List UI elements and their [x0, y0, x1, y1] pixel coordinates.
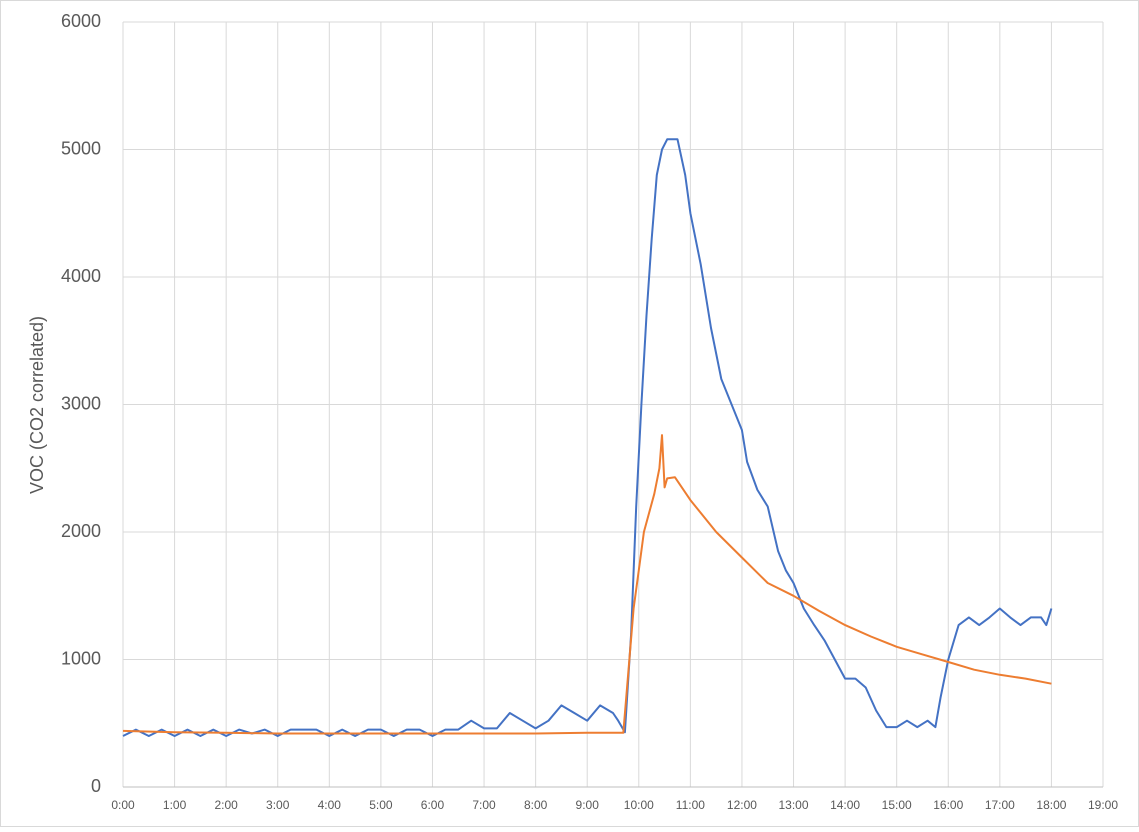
- x-tick-label: 19:00: [1088, 798, 1118, 812]
- y-tick-label: 2000: [61, 521, 101, 541]
- data-line: [122, 138, 1053, 737]
- data-line: [122, 434, 1052, 735]
- y-tick-label: 0: [91, 776, 101, 796]
- x-tick-label: 0:00: [111, 798, 135, 812]
- x-tick-label: 5:00: [369, 798, 393, 812]
- x-tick-label: 6:00: [421, 798, 445, 812]
- x-tick-label: 1:00: [163, 798, 187, 812]
- x-tick-label: 4:00: [318, 798, 342, 812]
- x-tick-label: 17:00: [985, 798, 1015, 812]
- x-tick-label: 11:00: [676, 798, 705, 812]
- x-tick-label: 12:00: [727, 798, 757, 812]
- x-tick-label: 13:00: [779, 798, 809, 812]
- y-axis-label: VOC (CO2 correlated): [27, 316, 47, 494]
- x-tick-label: 7:00: [472, 798, 496, 812]
- x-tick-label: 10:00: [624, 798, 654, 812]
- x-tick-label: 3:00: [266, 798, 290, 812]
- x-tick-label: 8:00: [524, 798, 548, 812]
- x-tick-label: 18:00: [1036, 798, 1066, 812]
- x-tick-label: 16:00: [933, 798, 963, 812]
- x-tick-label: 15:00: [882, 798, 912, 812]
- x-tick-label: 9:00: [576, 798, 600, 812]
- x-tick-label: 2:00: [214, 798, 238, 812]
- x-tick-label: 14:00: [830, 798, 860, 812]
- y-tick-label: 3000: [61, 393, 101, 413]
- y-tick-label: 6000: [61, 11, 101, 31]
- y-tick-label: 1000: [61, 648, 101, 668]
- y-tick-label: 5000: [61, 138, 101, 158]
- y-tick-label: 4000: [61, 266, 101, 286]
